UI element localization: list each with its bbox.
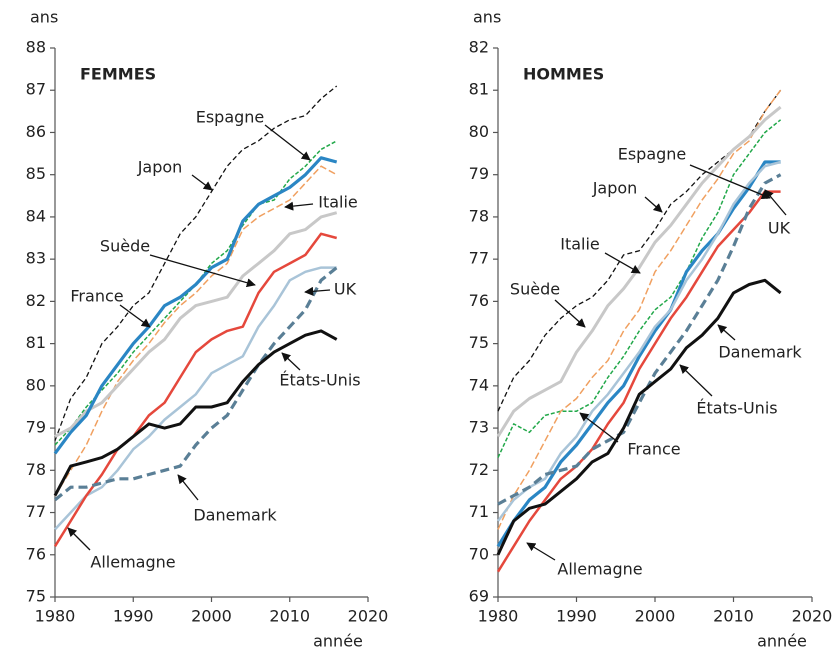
series-line	[54, 266, 337, 531]
y-tick-label: 84	[26, 206, 46, 225]
annotation-arrow	[67, 527, 91, 551]
annotation-arrow	[644, 196, 663, 213]
y-tick-label: 75	[26, 587, 46, 606]
series-label: Danemark	[193, 506, 277, 525]
y-axis-label: ans	[473, 8, 501, 27]
series-label: Suède	[100, 237, 150, 256]
y-tick-label: 86	[26, 122, 46, 141]
x-tick-label: 2000	[635, 607, 676, 626]
annotation-arrow	[764, 189, 787, 216]
series-label: Japon	[592, 179, 638, 198]
y-tick-label: 73	[469, 418, 489, 437]
series-label: France	[627, 440, 680, 459]
series-line	[53, 266, 338, 502]
series-line	[54, 165, 338, 496]
series-label: Suède	[510, 280, 560, 299]
series-line	[497, 89, 782, 530]
y-tick-label: 78	[26, 460, 46, 479]
annotation-arrow	[554, 299, 586, 328]
series-label: Italie	[318, 193, 358, 212]
series-line	[54, 211, 338, 438]
series-label: Espagne	[196, 108, 265, 127]
series-line	[497, 89, 782, 412]
y-tick-label: 88	[26, 38, 46, 57]
annotation-arrow	[119, 304, 151, 328]
series-line	[496, 160, 781, 522]
x-tick-label: 2020	[348, 607, 389, 626]
y-tick-label: 79	[469, 164, 489, 183]
annotation-arrow	[284, 201, 314, 211]
series-line	[53, 329, 338, 497]
series-label: UK	[768, 219, 791, 238]
series-label: Italie	[560, 235, 600, 254]
y-tick-label: 71	[469, 502, 489, 521]
x-tick-label: 1990	[113, 607, 154, 626]
annotation-arrow	[177, 474, 199, 501]
annotation-arrow	[526, 542, 556, 561]
annotation-arrow	[604, 252, 641, 274]
series-line	[53, 232, 338, 547]
y-tick-label: 82	[469, 38, 489, 57]
annotation-arrow	[717, 324, 736, 341]
y-tick-label: 76	[469, 291, 489, 310]
y-tick-label: 74	[469, 375, 489, 394]
x-tick-label: 1990	[556, 607, 597, 626]
y-tick-label: 77	[26, 502, 46, 521]
series-line	[496, 278, 782, 556]
series-label: Espagne	[618, 145, 687, 164]
y-tick-label: 87	[26, 80, 46, 99]
annotation-arrow	[689, 164, 771, 200]
series-line	[497, 119, 782, 458]
x-tick-label: 2000	[191, 607, 232, 626]
panel-title: HOMMES	[523, 65, 604, 84]
series-label: Allemagne	[557, 560, 642, 579]
y-tick-label: 80	[469, 122, 489, 141]
panel-title: FEMMES	[80, 65, 156, 84]
y-tick-label: 85	[26, 164, 46, 183]
series-line	[496, 160, 781, 548]
annotation-arrow	[149, 254, 256, 288]
annotation-arrow	[679, 364, 713, 397]
x-axis-label: année	[757, 632, 807, 651]
x-tick-label: 2010	[269, 607, 310, 626]
annotation-arrow	[264, 124, 311, 161]
y-tick-label: 81	[26, 333, 46, 352]
x-tick-label: 1980	[35, 607, 76, 626]
y-tick-label: 69	[469, 587, 489, 606]
y-tick-label: 80	[26, 375, 46, 394]
series-line	[496, 190, 781, 573]
series-line	[53, 156, 338, 455]
annotation-arrow	[579, 412, 619, 443]
y-tick-label: 77	[469, 249, 489, 268]
series-label: Japon	[137, 158, 183, 177]
y-tick-label: 81	[469, 80, 489, 99]
y-tick-label: 76	[26, 544, 46, 563]
x-axis-label: année	[313, 632, 363, 651]
series-line	[54, 85, 338, 441]
y-tick-label: 78	[469, 206, 489, 225]
y-tick-label: 79	[26, 418, 46, 437]
series-label: UK	[334, 280, 357, 299]
y-tick-label: 83	[26, 249, 46, 268]
x-tick-label: 1980	[478, 607, 519, 626]
series-label: Danemark	[718, 343, 802, 362]
y-tick-label: 72	[469, 460, 489, 479]
x-tick-label: 2020	[792, 607, 833, 626]
y-tick-label: 70	[469, 544, 489, 563]
series-label: États-Unis	[696, 399, 777, 418]
annotation-arrow	[304, 286, 331, 296]
annotation-arrow	[281, 352, 301, 371]
x-tick-label: 2010	[713, 607, 754, 626]
series-label: Allemagne	[90, 553, 175, 572]
y-tick-label: 75	[469, 333, 489, 352]
series-label: États-Unis	[279, 371, 360, 390]
y-tick-label: 82	[26, 291, 46, 310]
y-axis-label: ans	[30, 8, 58, 27]
annotation-arrow	[191, 174, 213, 191]
series-label: France	[70, 287, 123, 306]
